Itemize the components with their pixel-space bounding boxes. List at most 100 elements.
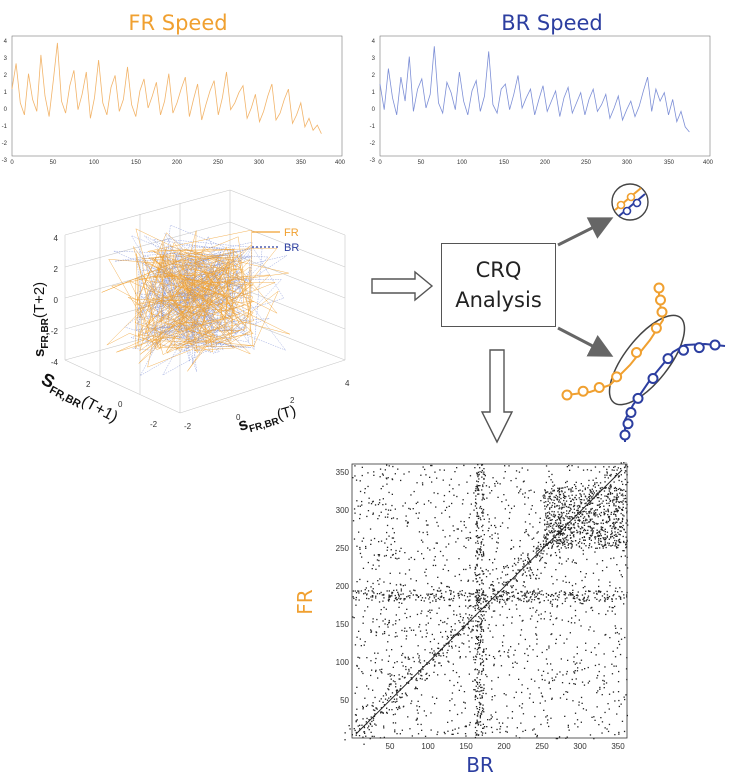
recurrence-point: [467, 617, 469, 619]
recurrence-point: [435, 506, 437, 508]
recurrence-point: [353, 508, 356, 510]
recurrence-point: [378, 700, 381, 702]
recurrence-point: [354, 644, 357, 646]
recurrence-point: [482, 732, 484, 734]
recurrence-point: [483, 555, 485, 557]
recurrence-point: [484, 475, 486, 477]
recurrence-point: [367, 485, 369, 488]
recurrence-point: [615, 488, 617, 490]
recurrence-point: [435, 593, 437, 596]
recurrence-point: [372, 705, 374, 707]
recurrence-point: [457, 595, 460, 597]
recurrence-point: [579, 499, 581, 501]
recurrence-point: [404, 627, 406, 629]
recurrence-point: [557, 534, 559, 536]
recurrence-point: [626, 540, 628, 542]
recurrence-point: [404, 584, 406, 586]
recurrence-point: [616, 493, 618, 495]
recurrence-point: [608, 542, 610, 544]
recurrence-point: [600, 526, 602, 528]
recurrence-point: [447, 660, 449, 662]
recurrence-point: [580, 547, 583, 549]
recurrence-point: [540, 572, 542, 574]
recurrence-point: [396, 589, 398, 591]
recurrence-point: [499, 595, 501, 597]
recurrence-point: [380, 698, 382, 700]
y-tick: 100: [336, 658, 350, 667]
fr-speed-chart: 4 3 2 1 0 -1 -2 -3 0 50 100 150 200 250 …: [2, 35, 345, 166]
recurrence-point: [507, 592, 509, 594]
recurrence-point: [496, 578, 499, 580]
recurrence-point: [388, 594, 390, 596]
recurrence-point: [395, 614, 397, 616]
recurrence-point: [598, 579, 600, 581]
recurrence-point: [393, 698, 396, 700]
recurrence-point: [443, 494, 446, 497]
recurrence-point: [594, 466, 597, 468]
recurrence-point: [420, 599, 422, 601]
recurrence-point: [420, 671, 422, 673]
recurrence-point: [617, 691, 620, 693]
recurrence-point: [518, 705, 521, 707]
recurrence-point: [366, 657, 368, 659]
recurrence-point: [620, 468, 622, 470]
recurrence-point: [597, 591, 600, 593]
recurrence-point: [543, 536, 545, 538]
y-tick: 350: [336, 468, 350, 477]
recurrence-point: [574, 663, 576, 665]
recurrence-point: [365, 705, 368, 707]
recurrence-point: [623, 730, 626, 733]
recurrence-point: [596, 563, 598, 565]
recurrence-point: [477, 601, 480, 604]
recurrence-point: [483, 534, 485, 536]
recurrence-point: [482, 529, 484, 532]
recurrence-point: [550, 491, 552, 493]
recurrence-point: [410, 629, 413, 631]
recurrence-point: [561, 502, 563, 505]
recurrence-point: [480, 686, 482, 689]
recurrence-point: [620, 488, 622, 491]
recurrence-point: [417, 645, 419, 647]
recurrence-point: [399, 733, 401, 735]
recurrence-point: [386, 483, 388, 485]
recurrence-point: [551, 527, 554, 529]
recurrence-point: [481, 626, 483, 628]
recurrence-point: [375, 670, 377, 673]
recurrence-point: [511, 565, 514, 567]
recurrence-point: [626, 520, 628, 522]
recurrence-point: [481, 594, 483, 596]
recurrence-point: [616, 508, 618, 510]
recurrence-point: [513, 594, 515, 597]
recurrence-point: [577, 523, 579, 525]
recurrence-point: [358, 735, 361, 737]
recurrence-point: [597, 690, 599, 692]
recurrence-point: [386, 464, 388, 466]
recurrence-point: [570, 504, 572, 506]
recurrence-point: [575, 481, 577, 483]
recurrence-point: [510, 480, 512, 482]
recurrence-point: [626, 539, 628, 542]
recurrence-point: [563, 693, 565, 696]
recurrence-point: [437, 525, 439, 527]
recurrence-point: [545, 512, 547, 514]
recurrence-point: [364, 641, 366, 643]
recurrence-point: [389, 572, 391, 574]
recurrence-point: [559, 501, 561, 503]
recurrence-point: [603, 539, 606, 541]
recurrence-point: [472, 606, 474, 608]
recurrence-point: [394, 594, 396, 597]
recurrence-point: [607, 508, 609, 510]
y-tick: 1: [4, 90, 8, 96]
recurrence-point: [503, 635, 505, 637]
recurrence-point: [578, 704, 580, 706]
recurrence-point: [551, 510, 553, 513]
recurrence-point: [442, 479, 444, 481]
recurrence-point: [416, 718, 418, 721]
recurrence-point: [477, 647, 480, 650]
recurrence-point: [619, 525, 621, 528]
recurrence-point: [448, 484, 451, 486]
recurrence-point: [514, 577, 516, 579]
recurrence-point: [584, 585, 586, 588]
recurrence-point: [358, 657, 361, 659]
recurrence-point: [596, 593, 598, 595]
